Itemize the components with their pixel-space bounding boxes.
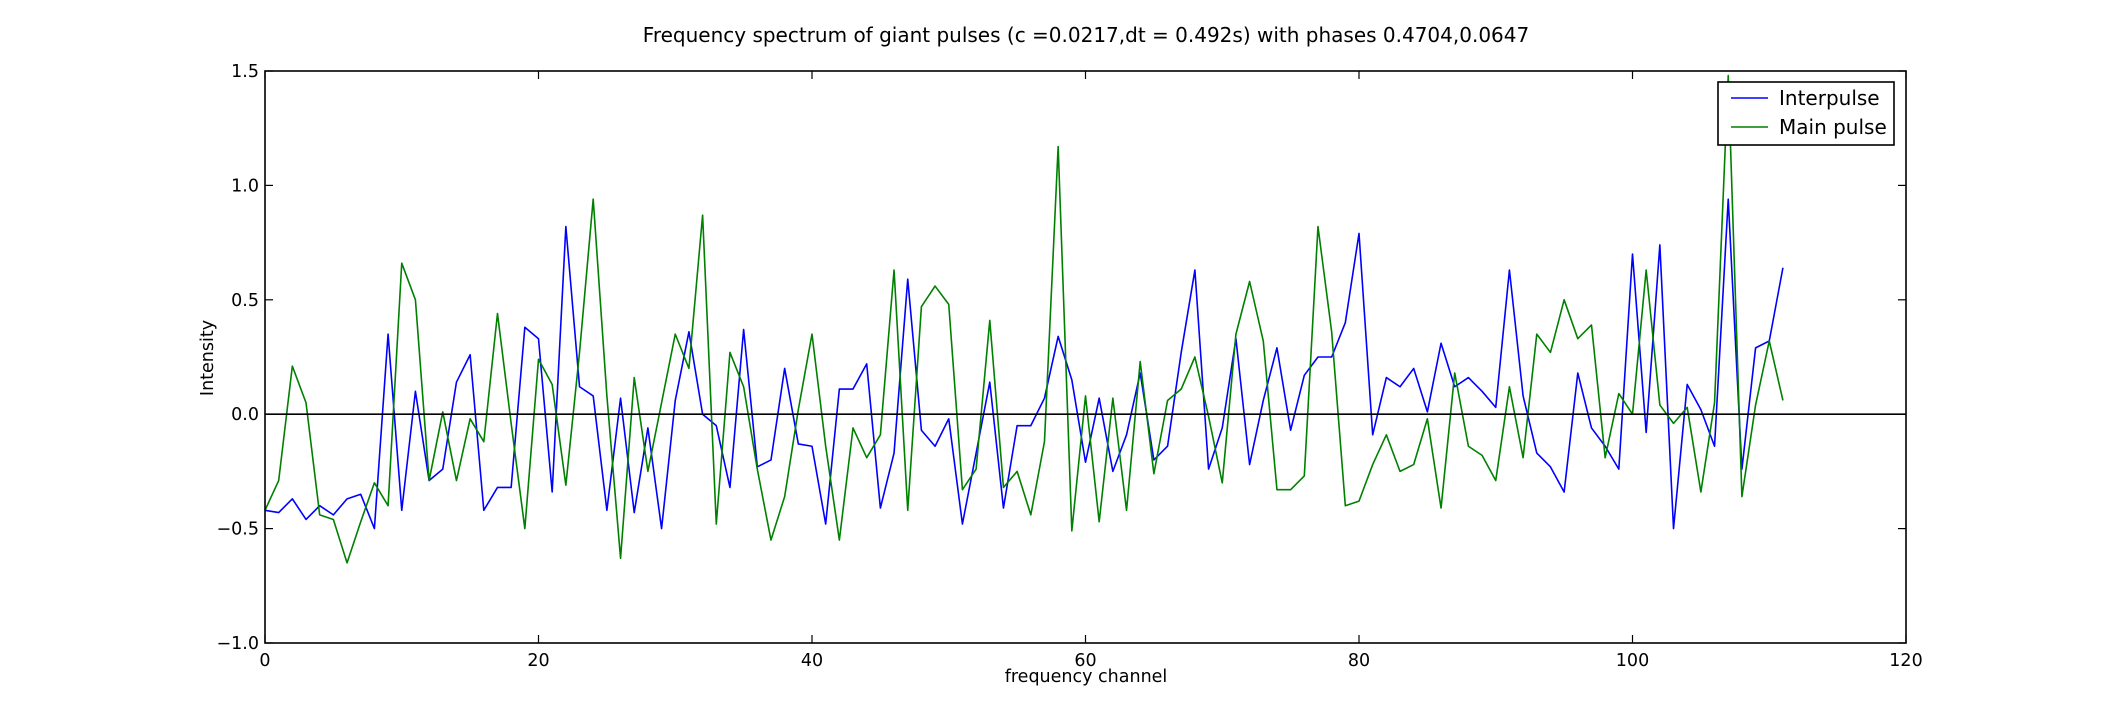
x-tick-label: 80 bbox=[1348, 651, 1370, 671]
x-tick-label: 60 bbox=[1074, 651, 1096, 671]
y-tick-label: −0.5 bbox=[217, 520, 260, 540]
x-tick-label: 100 bbox=[1616, 651, 1649, 671]
x-tick-label: 40 bbox=[801, 651, 823, 671]
chart-title: Frequency spectrum of giant pulses (c =0… bbox=[643, 23, 1529, 47]
series-line-main-pulse bbox=[264, 74, 1784, 564]
legend: Interpulse Main pulse bbox=[1717, 81, 1895, 146]
legend-label-interpulse: Interpulse bbox=[1779, 86, 1880, 110]
plot-frame bbox=[264, 70, 1907, 644]
y-tick-label: 0.5 bbox=[231, 291, 259, 311]
x-axis-label: frequency channel bbox=[1005, 667, 1168, 687]
legend-label-main-pulse: Main pulse bbox=[1779, 115, 1887, 139]
plot-area: 0 20 40 60 80 100 120 −1.0 −0.5 0.0 0.5 1.0 1.5 bbox=[217, 62, 1923, 671]
y-tick-label: −1.0 bbox=[217, 634, 260, 654]
legend-box bbox=[1717, 81, 1895, 146]
y-tick-label: 0.0 bbox=[231, 405, 259, 425]
x-tick-label: 120 bbox=[1889, 651, 1922, 671]
x-tick-label: 20 bbox=[527, 651, 549, 671]
series-layer bbox=[264, 74, 1784, 564]
y-tick-label: 1.0 bbox=[231, 176, 259, 196]
y-axis-label: Intensity bbox=[198, 320, 218, 396]
ticks-layer: 0 20 40 60 80 100 120 −1.0 −0.5 0.0 0.5 1.0 1.5 bbox=[217, 62, 1923, 671]
y-tick-label: 1.5 bbox=[231, 62, 259, 82]
series-line-interpulse bbox=[264, 198, 1784, 530]
x-tick-label: 0 bbox=[259, 651, 270, 671]
